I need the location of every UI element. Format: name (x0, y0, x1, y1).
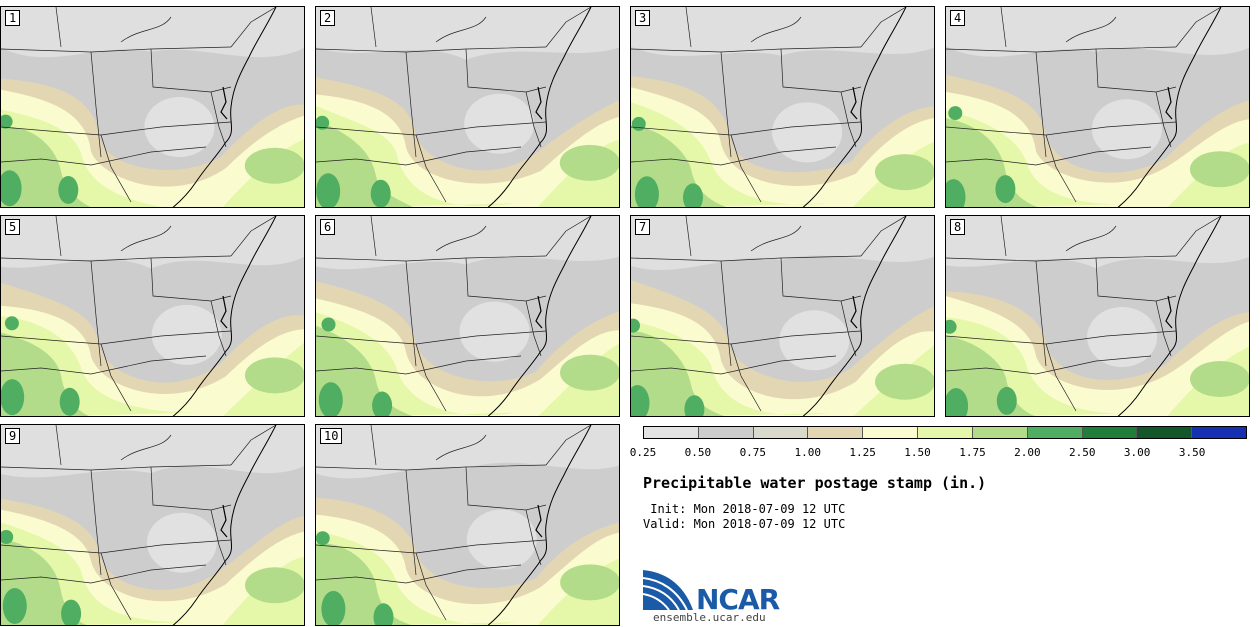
colorbar (643, 426, 1247, 439)
pw-map (316, 216, 619, 416)
stamp-label: 1 (5, 10, 21, 26)
stamp-label: 10 (320, 428, 343, 444)
colorbar-tick: 1.00 (794, 446, 821, 459)
chart-title: Precipitable water postage stamp (in.) (643, 474, 987, 492)
pw-map (316, 425, 619, 625)
pw-map (946, 216, 1249, 416)
pw-map (946, 7, 1249, 207)
stamp-panel-1: 1 (0, 6, 305, 208)
colorbar-tick: 1.75 (959, 446, 986, 459)
stamp-panel-2: 2 (315, 6, 620, 208)
ncar-logo-text: NCAR (696, 583, 780, 616)
stamp-panel-6: 6 (315, 215, 620, 417)
colorbar-tick: 1.25 (849, 446, 876, 459)
colorbar-swatch (972, 427, 1028, 438)
stamp-label: 2 (320, 10, 336, 26)
stamp-label: 5 (5, 219, 21, 235)
colorbar-swatch (808, 427, 864, 438)
valid-time: Valid: Mon 2018-07-09 12 UTC (643, 517, 846, 531)
colorbar-swatch (863, 427, 919, 438)
stamp-panel-9: 9 (0, 424, 305, 626)
colorbar-tick: 0.50 (684, 446, 712, 459)
colorbar-tick: 0.25 (629, 446, 657, 459)
colorbar-tick: 3.00 (1123, 446, 1151, 459)
stamp-label: 6 (320, 219, 336, 235)
stamp-panel-3: 3 (630, 6, 935, 208)
pw-map (631, 216, 934, 416)
site-url[interactable]: ensemble.ucar.edu (653, 611, 766, 624)
colorbar-swatch (644, 427, 699, 438)
ncar-logo-icon (643, 570, 693, 611)
stamp-label: 7 (635, 219, 651, 235)
stamp-label: 4 (950, 10, 966, 26)
pw-map (1, 7, 304, 207)
colorbar-swatch (1082, 427, 1138, 438)
pw-map (316, 7, 619, 207)
stamp-panel-7: 7 (630, 215, 935, 417)
colorbar-swatch (918, 427, 973, 438)
colorbar-swatch (1137, 427, 1193, 438)
colorbar-tick: 2.00 (1014, 446, 1041, 459)
run-info: Init: Mon 2018-07-09 12 UTC Valid: Mon 2… (643, 502, 845, 532)
colorbar-swatch (1192, 427, 1246, 438)
colorbar-swatch (698, 427, 754, 438)
colorbar-swatch (753, 427, 809, 438)
colorbar-tick: 3.50 (1178, 446, 1206, 459)
pw-map (1, 425, 304, 625)
stamp-panel-8: 8 (945, 215, 1250, 417)
colorbar-swatch (1027, 427, 1083, 438)
colorbar-tick: 0.75 (739, 446, 767, 459)
stamp-panel-4: 4 (945, 6, 1250, 208)
stamp-label: 8 (950, 219, 966, 235)
colorbar-tick: 1.50 (904, 446, 931, 459)
colorbar-tick: 2.50 (1069, 446, 1096, 459)
pw-map (1, 216, 304, 416)
pw-map (631, 7, 934, 207)
stamp-panel-10: 10 (315, 424, 620, 626)
init-time: Init: Mon 2018-07-09 12 UTC (643, 502, 846, 516)
stamp-label: 9 (5, 428, 21, 444)
stamp-panel-5: 5 (0, 215, 305, 417)
stamp-label: 3 (635, 10, 651, 26)
